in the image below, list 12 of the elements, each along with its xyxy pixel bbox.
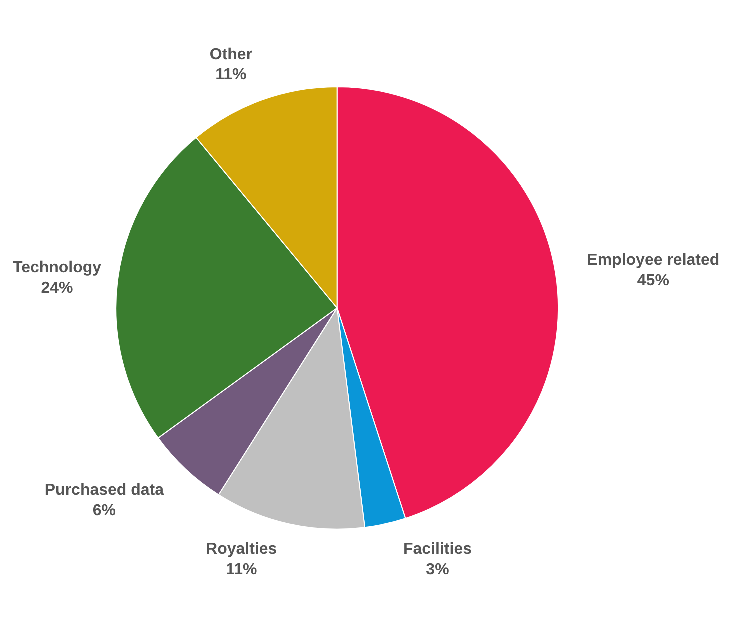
data-label: 6% bbox=[92, 502, 116, 520]
slice-label: Technology bbox=[12, 260, 102, 277]
slice-label: Purchased data bbox=[44, 482, 164, 500]
data-label: 3% bbox=[426, 561, 450, 578]
data-label: 45% bbox=[637, 272, 670, 290]
slice-label: Facilities bbox=[404, 541, 472, 558]
slice-label: Royalties bbox=[206, 541, 278, 558]
data-label: 24% bbox=[41, 280, 74, 297]
data-label: 11% bbox=[226, 561, 258, 578]
slice-label: Employee related bbox=[587, 252, 720, 270]
slice-label: Other bbox=[210, 46, 253, 64]
data-label: 11% bbox=[216, 66, 247, 84]
